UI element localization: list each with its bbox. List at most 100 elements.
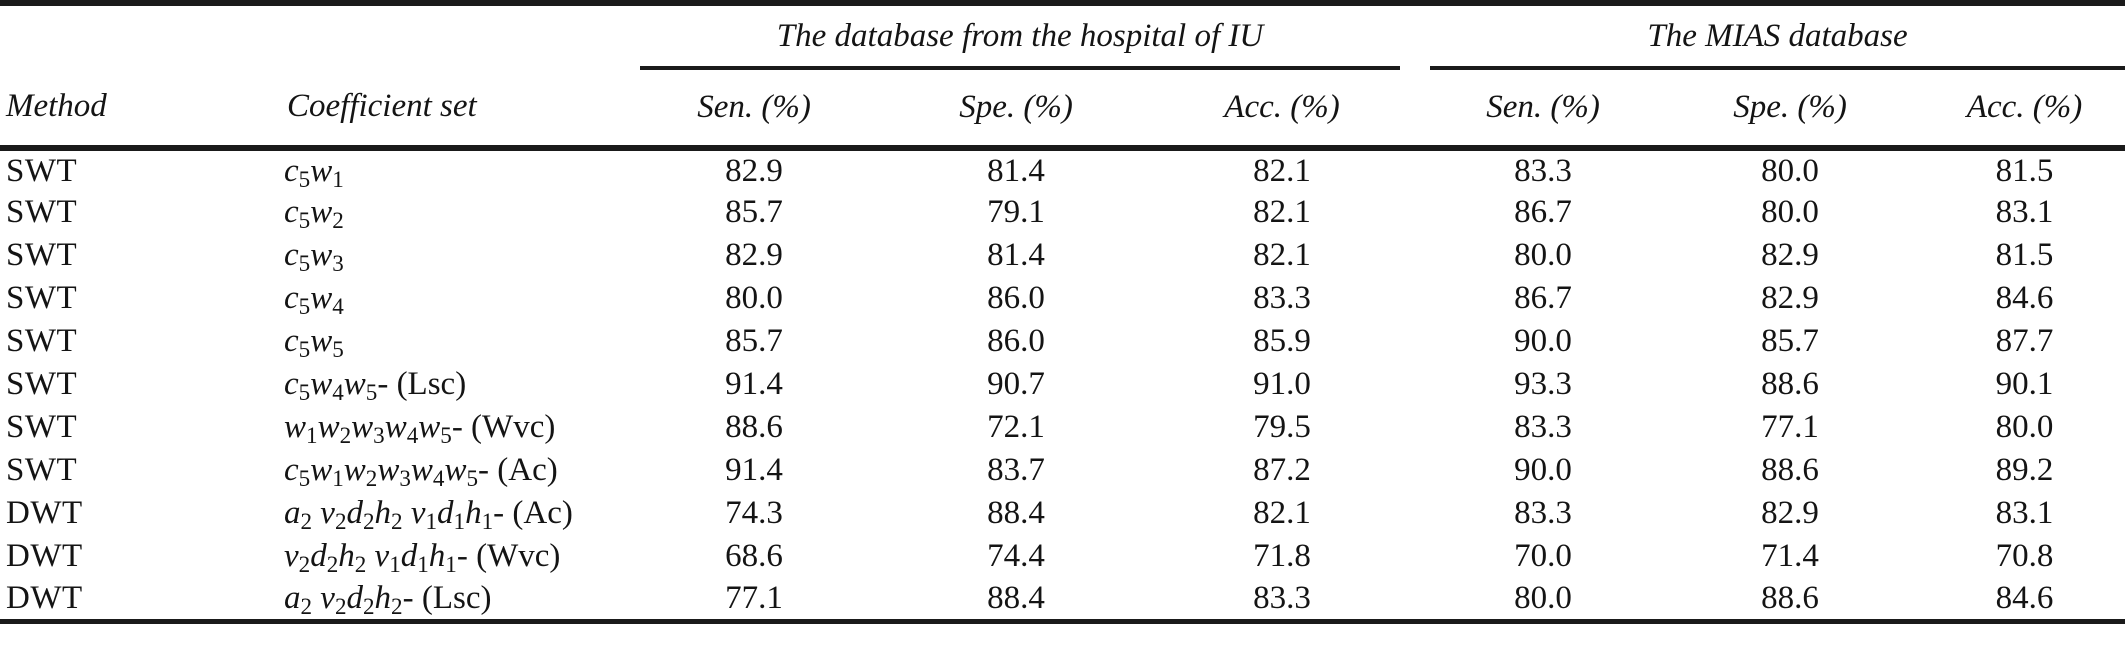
iu-sen-cell: 77.1	[725, 579, 783, 616]
mias-spe-cell: 88.6	[1761, 452, 1819, 488]
iu-sen-cell: 85.7	[725, 194, 783, 230]
mias-sen-cell: 90.0	[1514, 452, 1572, 488]
column-header-iu-sensitivity: Sen. (%)	[640, 68, 868, 151]
coefficient-cell: c5w4	[284, 280, 344, 319]
table-row: SWT c5w5 85.7 86.0 85.9 90.0 85.7 87.7	[0, 320, 2125, 363]
iu-spe-cell: 88.4	[987, 579, 1045, 616]
iu-sen-cell: 82.9	[725, 152, 783, 189]
column-header-iu-specificity: Spe. (%)	[868, 68, 1164, 151]
mias-spe-cell: 71.4	[1761, 538, 1819, 574]
iu-spe-cell: 81.4	[987, 152, 1045, 189]
coefficient-cell: c5w1	[284, 152, 344, 192]
mias-acc-cell: 89.2	[1995, 452, 2054, 488]
mias-acc-cell: 90.1	[1995, 366, 2054, 402]
column-gap-cell	[1400, 234, 1430, 277]
mias-acc-cell: 81.5	[1995, 152, 2054, 189]
mias-spe-cell: 80.0	[1761, 194, 1819, 230]
column-gap-cell	[1400, 191, 1430, 234]
iu-acc-cell: 85.9	[1253, 323, 1311, 359]
column-header-gap	[1400, 68, 1431, 151]
group-header-row: The database from the hospital of IU The…	[0, 3, 2125, 70]
coefficient-cell: c5w3	[284, 237, 344, 276]
iu-acc-cell: 83.3	[1253, 280, 1311, 316]
iu-spe-cell: 79.1	[987, 194, 1045, 230]
coefficient-cell: c5w1w2w3w4w5- (Ac)	[284, 452, 558, 491]
column-gap-cell	[1400, 320, 1430, 363]
iu-spe-cell: 86.0	[987, 280, 1045, 316]
coefficient-cell: c5w2	[284, 194, 344, 233]
mias-spe-cell: 80.0	[1761, 152, 1819, 189]
column-header-mias-sensitivity: Sen. (%)	[1430, 68, 1657, 151]
mias-spe-cell: 85.7	[1761, 323, 1819, 359]
mias-acc-cell: 84.6	[1995, 579, 2054, 616]
mias-spe-cell: 88.6	[1761, 366, 1819, 402]
iu-sen-cell: 88.6	[725, 409, 783, 445]
method-cell: SWT	[6, 452, 78, 488]
iu-acc-cell: 82.1	[1253, 152, 1311, 189]
table-row: SWT c5w1 82.9 81.4 82.1 83.3 80.0 81.5	[0, 148, 2125, 191]
method-cell: SWT	[6, 194, 78, 230]
iu-acc-cell: 87.2	[1253, 452, 1311, 488]
table-row: SWT c5w3 82.9 81.4 82.1 80.0 82.9 81.5	[0, 234, 2125, 277]
iu-spe-cell: 83.7	[987, 452, 1045, 488]
iu-acc-cell: 82.1	[1253, 194, 1311, 230]
column-header-mias-accuracy: Acc. (%)	[1924, 68, 2125, 151]
mias-sen-cell: 86.7	[1514, 280, 1572, 316]
mias-acc-cell: 81.5	[1995, 237, 2054, 273]
group-header-spacer-left	[0, 3, 640, 68]
table-row: SWT c5w4w5- (Lsc) 91.4 90.7 91.0 93.3 88.6 90.1	[0, 363, 2125, 406]
column-gap-cell	[1400, 277, 1430, 320]
iu-sen-cell: 68.6	[725, 538, 783, 574]
mias-sen-cell: 70.0	[1514, 538, 1572, 574]
mias-sen-cell: 90.0	[1514, 323, 1572, 359]
group-header-iu-database: The database from the hospital of IU	[640, 3, 1401, 70]
mias-spe-cell: 82.9	[1761, 495, 1819, 531]
table-row: SWT c5w1w2w3w4w5- (Ac) 91.4 83.7 87.2 90.0 88.…	[0, 449, 2125, 492]
column-header-coefficient-set: Coefficient set	[240, 68, 640, 151]
mias-sen-cell: 83.3	[1514, 409, 1572, 445]
group-header-mias-database: The MIAS database	[1430, 3, 2125, 70]
iu-sen-cell: 74.3	[725, 495, 783, 531]
column-gap-cell	[1400, 406, 1430, 449]
mias-spe-cell: 88.6	[1761, 579, 1819, 616]
table-row: DWT v2d2h2 v1d1h1- (Wvc) 68.6 74.4 71.8 70.0 7…	[0, 535, 2125, 578]
iu-sen-cell: 82.9	[725, 237, 783, 273]
iu-acc-cell: 82.1	[1253, 495, 1311, 531]
iu-sen-cell: 91.4	[725, 452, 783, 488]
column-header-row: Method Coefficient set Sen. (%) Spe. (%)…	[0, 68, 2125, 151]
coefficient-cell: c5w4w5- (Lsc)	[284, 366, 467, 405]
iu-spe-cell: 90.7	[987, 366, 1045, 402]
mias-acc-cell: 70.8	[1995, 538, 2054, 574]
coefficient-cell: a2 v2d2h2 v1d1h1- (Ac)	[284, 495, 573, 534]
column-gap-cell	[1400, 148, 1430, 191]
mias-sen-cell: 83.3	[1514, 152, 1572, 189]
table-row: DWT a2 v2d2h2- (Lsc) 77.1 88.4 83.3 80.0 88.6 8…	[0, 578, 2125, 621]
table-row: SWT c5w2 85.7 79.1 82.1 86.7 80.0 83.1	[0, 191, 2125, 234]
mias-spe-cell: 82.9	[1761, 237, 1819, 273]
mias-sen-cell: 80.0	[1514, 579, 1572, 616]
mias-spe-cell: 77.1	[1761, 409, 1819, 445]
mias-spe-cell: 82.9	[1761, 280, 1819, 316]
column-gap-cell	[1400, 578, 1430, 621]
iu-acc-cell: 83.3	[1253, 579, 1311, 616]
iu-acc-cell: 79.5	[1253, 409, 1311, 445]
method-cell: DWT	[6, 538, 83, 574]
mias-acc-cell: 80.0	[1995, 409, 2054, 445]
iu-sen-cell: 80.0	[725, 280, 783, 316]
coefficient-cell: a2 v2d2h2- (Lsc)	[284, 579, 492, 619]
column-header-method: Method	[0, 68, 240, 151]
table-row: SWT c5w4 80.0 86.0 83.3 86.7 82.9 84.6	[0, 277, 2125, 320]
table-body: SWT c5w1 82.9 81.4 82.1 83.3 80.0 81.5 SWT c5w2 85…	[0, 148, 2125, 621]
iu-sen-cell: 85.7	[725, 323, 783, 359]
mias-acc-cell: 87.7	[1995, 323, 2054, 359]
coefficient-cell: c5w5	[284, 323, 344, 362]
column-gap-cell	[1400, 492, 1430, 535]
mias-sen-cell: 80.0	[1514, 237, 1572, 273]
method-cell: SWT	[6, 366, 78, 402]
iu-acc-cell: 82.1	[1253, 237, 1311, 273]
coefficient-cell: w1w2w3w4w5- (Wvc)	[284, 409, 556, 448]
iu-sen-cell: 91.4	[725, 366, 783, 402]
mias-acc-cell: 84.6	[1995, 280, 2054, 316]
column-header-iu-accuracy: Acc. (%)	[1164, 68, 1401, 151]
table-row: DWT a2 v2d2h2 v1d1h1- (Ac) 74.3 88.4 82.1 83.…	[0, 492, 2125, 535]
